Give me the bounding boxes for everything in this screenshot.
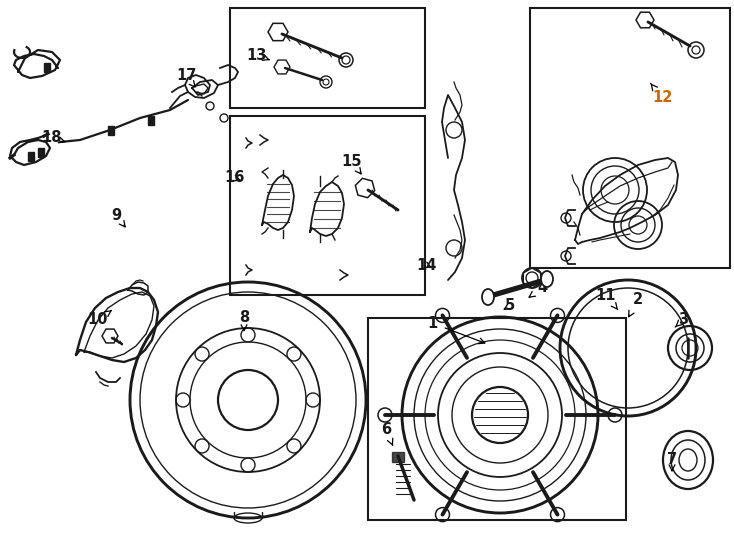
Text: 5: 5 — [504, 299, 515, 314]
Bar — [28, 152, 34, 161]
Bar — [230, 116, 425, 295]
Text: 17: 17 — [176, 69, 196, 87]
Text: 8: 8 — [239, 310, 249, 330]
Bar — [368, 318, 626, 520]
Ellipse shape — [482, 289, 494, 305]
Text: 11: 11 — [596, 287, 618, 309]
Text: 15: 15 — [342, 154, 363, 174]
Text: 12: 12 — [650, 83, 672, 105]
Text: 18: 18 — [42, 131, 65, 145]
Bar — [108, 126, 114, 135]
Bar — [38, 148, 44, 157]
Text: 9: 9 — [111, 207, 126, 227]
Text: 4: 4 — [529, 280, 547, 297]
Ellipse shape — [541, 271, 553, 287]
Bar — [530, 8, 730, 268]
Text: 10: 10 — [88, 310, 112, 327]
Bar — [148, 116, 154, 125]
Bar — [392, 452, 404, 462]
Text: 2: 2 — [629, 293, 643, 317]
Text: 3: 3 — [675, 313, 688, 327]
Text: 7: 7 — [667, 453, 677, 471]
Text: 13: 13 — [246, 48, 269, 63]
Text: 16: 16 — [224, 171, 244, 186]
Text: 6: 6 — [381, 422, 393, 446]
Text: 1: 1 — [427, 315, 484, 343]
Bar — [44, 63, 50, 72]
Text: 14: 14 — [416, 258, 436, 273]
Bar — [230, 8, 425, 108]
